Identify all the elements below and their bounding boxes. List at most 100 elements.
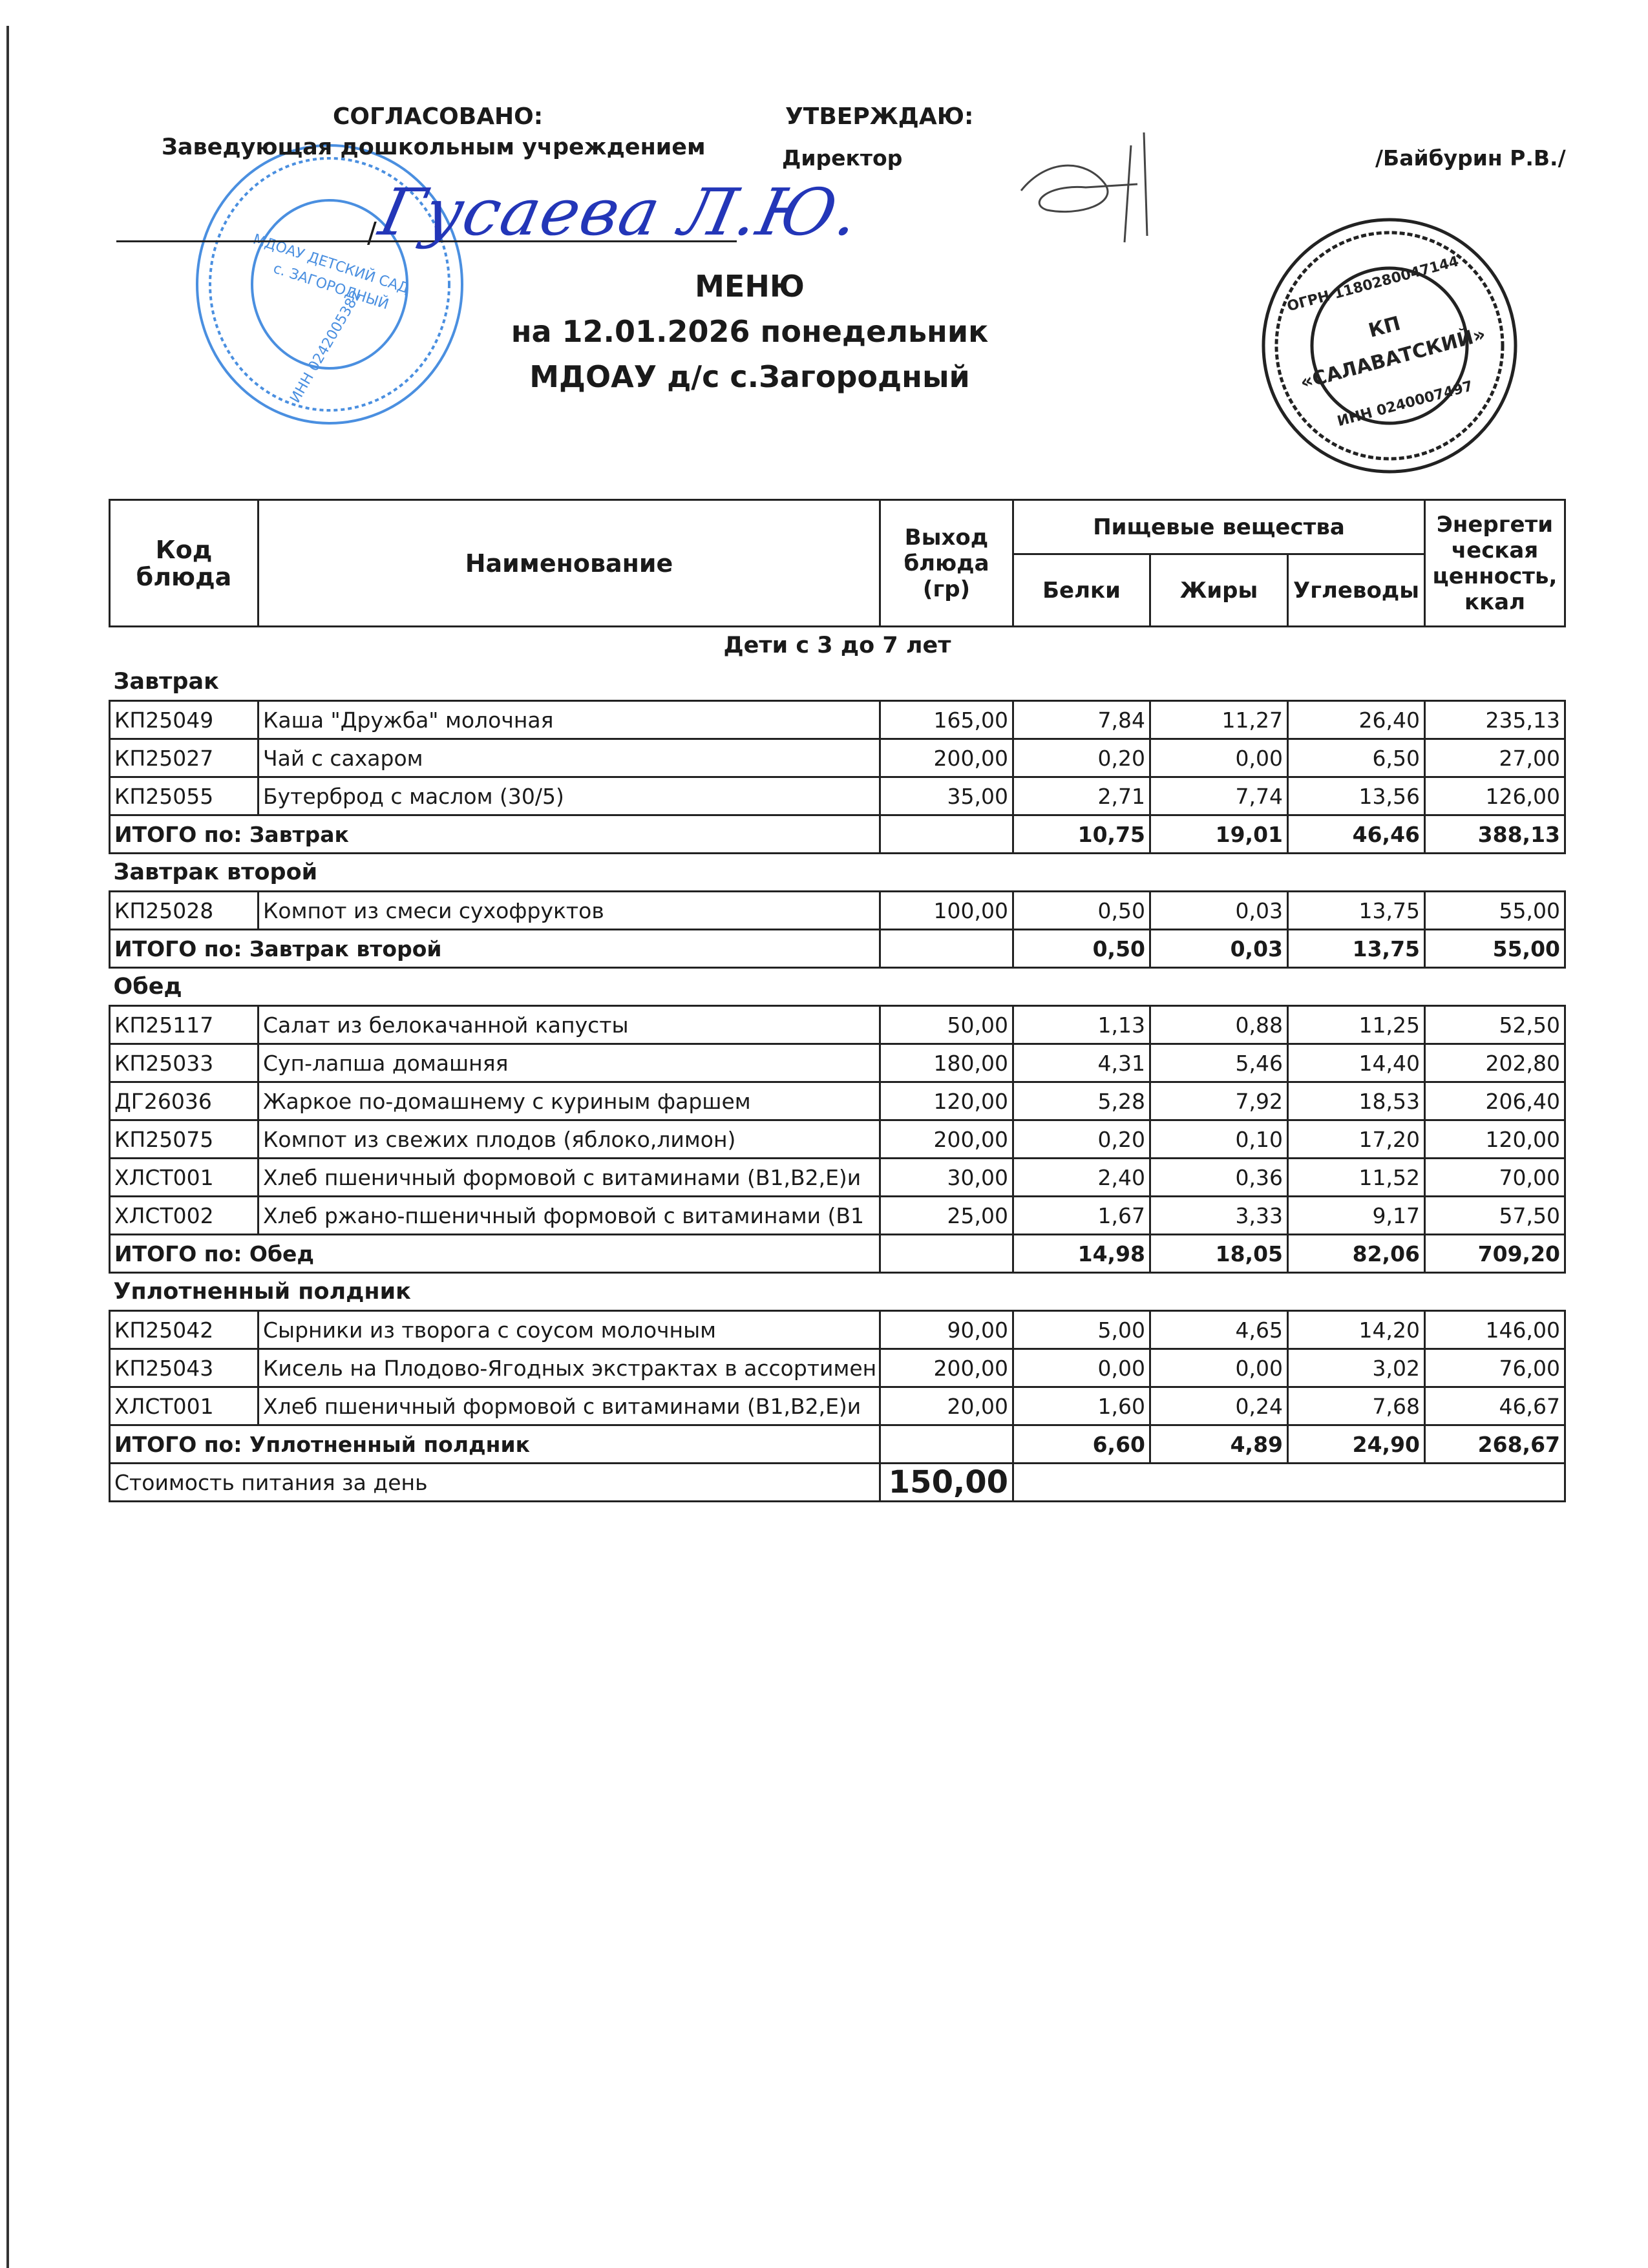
dish-yield: 120,00 [879, 1081, 1014, 1121]
dish-name: Компот из свежих плодов (яблоко,лимон) [257, 1119, 881, 1159]
header-nutrients: Пищевые вещества [1012, 499, 1426, 555]
signature-slash: / [367, 216, 377, 249]
protein: 0,50 [1012, 929, 1151, 969]
energy: 70,00 [1424, 1157, 1566, 1197]
dish-yield: 200,00 [879, 1119, 1014, 1159]
carbs: 46,46 [1287, 814, 1426, 854]
signature-line [116, 240, 737, 242]
dish-code: ДГ26036 [109, 1081, 259, 1121]
dish-code: ХЛСТ001 [109, 1386, 259, 1426]
dish-name: Каша "Дружба" молочная [257, 700, 881, 740]
dish-yield: 200,00 [879, 1348, 1014, 1388]
header-fat: Жиры [1149, 553, 1289, 627]
age-group-row: Дети с 3 до 7 лет [110, 627, 1565, 664]
protein: 7,84 [1012, 700, 1151, 740]
total-row: ИТОГО по: Уплотненный полдник 6,60 4,89 24,… [109, 1424, 1566, 1464]
section-header-row: Завтрак второй [110, 854, 1565, 892]
total-label: ИТОГО по: Завтрак [109, 814, 881, 854]
protein: 0,20 [1012, 1119, 1151, 1159]
table-row: ХЛСТ002 Хлеб ржано-пшеничный формовой с в… [109, 1195, 1566, 1235]
fat: 7,92 [1149, 1081, 1289, 1121]
fat: 0,24 [1149, 1386, 1289, 1426]
header-energy: Энергети ческая ценность, ккал [1424, 499, 1566, 627]
black-stamp-seal: КП «САЛАВАТСКИЙ» ОГРН 1180280047144 ИНН … [1262, 218, 1517, 474]
dish-yield: 35,00 [879, 776, 1014, 816]
table-row: ХЛСТ001 Хлеб пшеничный формовой с витамин… [109, 1386, 1566, 1426]
section-title: Уплотненный полдник [113, 1279, 411, 1305]
energy: 55,00 [1424, 929, 1566, 969]
protein: 14,98 [1012, 1234, 1151, 1274]
carbs: 11,25 [1287, 1005, 1426, 1045]
fat: 4,65 [1149, 1310, 1289, 1350]
protein: 2,71 [1012, 776, 1151, 816]
dish-code: КП25043 [109, 1348, 259, 1388]
dish-yield: 165,00 [879, 700, 1014, 740]
header-name: Наименование [257, 499, 881, 627]
dish-yield: 180,00 [879, 1043, 1014, 1083]
dish-yield: 90,00 [879, 1310, 1014, 1350]
dish-code: КП25042 [109, 1310, 259, 1350]
carbs: 14,20 [1287, 1310, 1426, 1350]
dish-code: КП25055 [109, 776, 259, 816]
svg-text:ИНН 0242005382: ИНН 0242005382 [287, 288, 364, 406]
section-header-row: Уплотненный полдник [110, 1273, 1565, 1311]
protein: 1,60 [1012, 1386, 1151, 1426]
header-yield: Выход блюда (гр) [879, 499, 1014, 627]
table-row: КП25117 Салат из белокачанной капусты 50,0… [109, 1005, 1566, 1045]
protein: 0,00 [1012, 1348, 1151, 1388]
dish-name: Сырники из творога с соусом молочным [257, 1310, 881, 1350]
carbs: 9,17 [1287, 1195, 1426, 1235]
confirm-name: /Байбурин Р.В./ [1375, 145, 1566, 171]
section-title: Завтрак второй [113, 859, 318, 885]
dish-name: Бутерброд с маслом (30/5) [257, 776, 881, 816]
fat: 3,33 [1149, 1195, 1289, 1235]
cost-empty [1012, 1462, 1566, 1502]
cost-row: Стоимость питания за день 150,00 [109, 1462, 1566, 1502]
protein: 1,13 [1012, 1005, 1151, 1045]
fat: 5,46 [1149, 1043, 1289, 1083]
carbs: 6,50 [1287, 738, 1426, 778]
title-date: на 12.01.2026 понедельник [511, 314, 989, 349]
fat: 7,74 [1149, 776, 1289, 816]
table-row: КП25042 Сырники из творога с соусом молоч… [109, 1310, 1566, 1350]
table-row: КП25043 Кисель на Плодово-Ягодных экстрак… [109, 1348, 1566, 1388]
energy: 46,67 [1424, 1386, 1566, 1426]
svg-text:КП: КП [1366, 312, 1403, 342]
energy: 709,20 [1424, 1234, 1566, 1274]
dish-yield: 200,00 [879, 738, 1014, 778]
carbs: 11,52 [1287, 1157, 1426, 1197]
protein: 5,28 [1012, 1081, 1151, 1121]
section-header-row: Завтрак [110, 664, 1565, 701]
dish-code: ХЛСТ002 [109, 1195, 259, 1235]
fat: 18,05 [1149, 1234, 1289, 1274]
dish-name: Чай с сахаром [257, 738, 881, 778]
energy: 52,50 [1424, 1005, 1566, 1045]
total-label: ИТОГО по: Уплотненный полдник [109, 1424, 881, 1464]
table-row: КП25028 Компот из смеси сухофруктов 100,00… [109, 890, 1566, 930]
dish-yield [879, 1234, 1014, 1274]
energy: 202,80 [1424, 1043, 1566, 1083]
header-code: Код блюда [109, 499, 259, 627]
protein: 10,75 [1012, 814, 1151, 854]
approved-position: Заведующая дошкольным учреждением [162, 134, 706, 160]
menu-table: Код блюда Наименование Выход блюда (гр) … [109, 499, 1566, 1502]
carbs: 7,68 [1287, 1386, 1426, 1426]
table-row: КП25055 Бутерброд с маслом (30/5) 35,00 2,7… [109, 776, 1566, 816]
carbs: 18,53 [1287, 1081, 1426, 1121]
carbs: 17,20 [1287, 1119, 1426, 1159]
energy: 235,13 [1424, 700, 1566, 740]
total-label: ИТОГО по: Завтрак второй [109, 929, 881, 969]
carbs: 82,06 [1287, 1234, 1426, 1274]
carbs: 26,40 [1287, 700, 1426, 740]
dish-code: КП25028 [109, 890, 259, 930]
section-title: Завтрак [113, 669, 219, 695]
fat: 4,89 [1149, 1424, 1289, 1464]
dish-yield [879, 814, 1014, 854]
dish-name: Хлеб ржано-пшеничный формовой с витамина… [257, 1195, 881, 1235]
dish-name: Хлеб пшеничный формовой с витаминами (В1… [257, 1157, 881, 1197]
protein: 1,67 [1012, 1195, 1151, 1235]
dish-code: ХЛСТ001 [109, 1157, 259, 1197]
energy: 120,00 [1424, 1119, 1566, 1159]
dish-name: Суп-лапша домашняя [257, 1043, 881, 1083]
confirm-label: УТВЕРЖДАЮ: [785, 103, 974, 130]
